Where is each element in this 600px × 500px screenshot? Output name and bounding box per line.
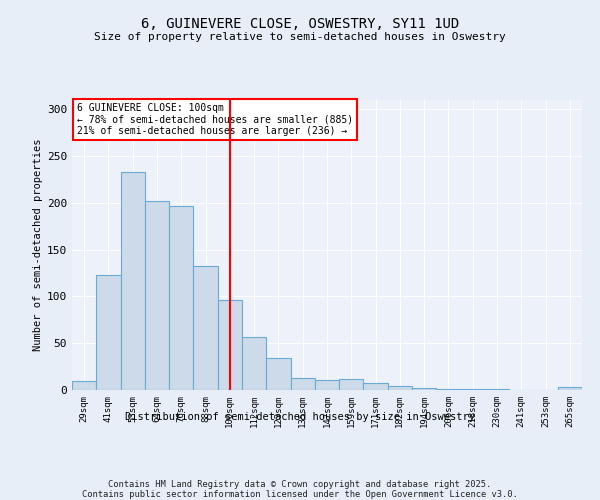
Bar (121, 172, 145, 390)
Text: Distribution of semi-detached houses by size in Oswestry: Distribution of semi-detached houses by … (125, 412, 475, 422)
Bar (169, 206, 193, 390)
Bar (364, 382, 388, 390)
Y-axis label: Number of semi-detached properties: Number of semi-detached properties (33, 138, 43, 352)
Bar (436, 389, 461, 390)
Bar (461, 389, 485, 390)
Bar (96, 275, 121, 390)
Bar (412, 388, 436, 390)
Text: 6, GUINEVERE CLOSE, OSWESTRY, SY11 1UD: 6, GUINEVERE CLOSE, OSWESTRY, SY11 1UD (141, 18, 459, 32)
Bar (193, 266, 218, 390)
Bar (242, 336, 266, 390)
Bar (339, 379, 364, 390)
Bar (485, 389, 509, 390)
Text: Contains HM Land Registry data © Crown copyright and database right 2025.
Contai: Contains HM Land Registry data © Crown c… (82, 480, 518, 500)
Text: 6 GUINEVERE CLOSE: 100sqm
← 78% of semi-detached houses are smaller (885)
21% of: 6 GUINEVERE CLOSE: 100sqm ← 78% of semi-… (77, 103, 353, 136)
Bar (315, 380, 339, 390)
Bar (290, 378, 315, 390)
Bar (218, 300, 242, 390)
Bar (558, 387, 582, 390)
Bar (145, 201, 169, 390)
Bar (388, 386, 412, 390)
Bar (72, 380, 96, 390)
Text: Size of property relative to semi-detached houses in Oswestry: Size of property relative to semi-detach… (94, 32, 506, 42)
Bar (266, 358, 290, 390)
